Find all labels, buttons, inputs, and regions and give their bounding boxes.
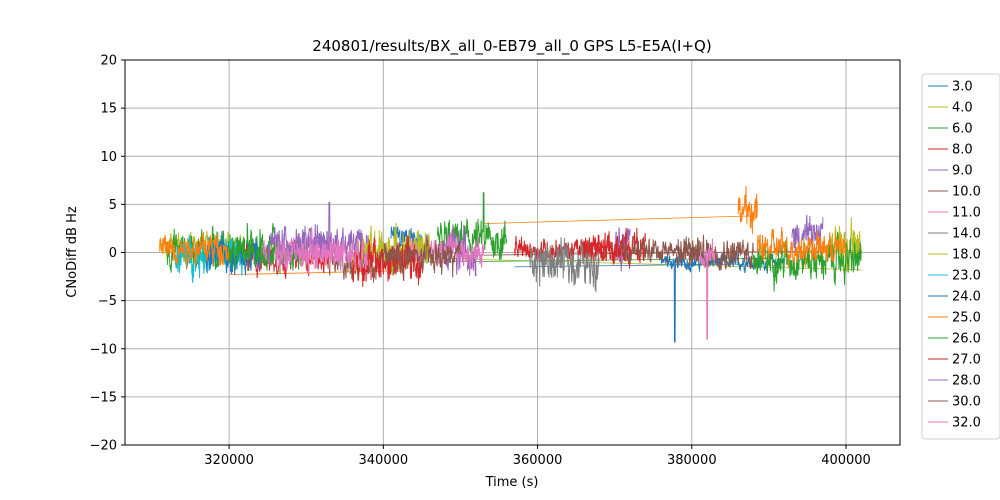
legend-label: 4.0 [952,101,973,116]
y-tick-label: 15 [100,102,117,117]
x-tick-label: 340000 [359,453,409,468]
legend-label: 26.0 [952,332,981,347]
series-line-11-0 [398,231,485,272]
legend-label: 27.0 [952,353,981,368]
legend-label: 32.0 [952,416,981,431]
legend-label: 8.0 [952,143,973,158]
y-tick-label: 5 [109,198,117,213]
legend-label: 25.0 [952,311,981,326]
series-line-4-0 [830,217,862,272]
series-line-30-0 [621,236,700,266]
legend-box [921,73,1000,440]
y-axis-ticks: −20 −15 −10 −5 0 5 10 15 20 [90,54,125,454]
legend-label: 6.0 [952,122,973,137]
legend-label: 10.0 [952,185,981,200]
y-tick-label: −10 [90,342,117,357]
y-tick-label: −5 [98,294,117,309]
series-line-25-0 [737,186,758,235]
legend: 3.0 4.0 6.0 8.0 9.0 10.0 11.0 14.0 18.0 23.0 24.0 2… [921,73,1000,440]
legend-label: 24.0 [952,290,981,305]
legend-label: 9.0 [952,164,973,179]
series-line-8-0 [513,234,631,262]
series-connector [483,215,754,224]
x-tick-label: 380000 [667,453,717,468]
chart-title: 240801/results/BX_all_0-EB79_all_0 GPS L… [312,37,711,56]
series-line-32-0 [274,226,369,272]
series-line-30-0 [382,234,461,279]
legend-label: 30.0 [952,395,981,410]
x-tick-label: 320000 [204,453,254,468]
x-axis-ticks: 320000 340000 360000 380000 400000 [204,445,871,468]
series-line-25-0 [159,231,230,270]
x-tick-label: 400000 [821,453,871,468]
legend-label: 11.0 [952,206,981,221]
y-tick-label: −15 [90,390,117,405]
series-line-10-0 [675,234,754,271]
x-axis-label: Time (s) [485,475,539,490]
y-axis-label: CNoDiff dB Hz [65,206,80,298]
series-line-18-0 [352,222,431,276]
legend-label: 23.0 [952,269,981,284]
series-line-11-0 [699,238,716,340]
y-tick-label: 20 [100,54,117,69]
plot-series [159,186,862,343]
series-line-25-0 [756,227,847,268]
y-tick-label: 0 [109,246,117,261]
legend-label: 18.0 [952,248,981,263]
legend-label: 14.0 [952,227,981,242]
y-tick-label: 10 [100,150,117,165]
legend-label: 3.0 [952,80,973,95]
series-line-14-0 [529,237,600,293]
legend-label: 28.0 [952,374,981,389]
x-tick-label: 360000 [513,453,563,468]
y-tick-label: −20 [90,439,117,454]
